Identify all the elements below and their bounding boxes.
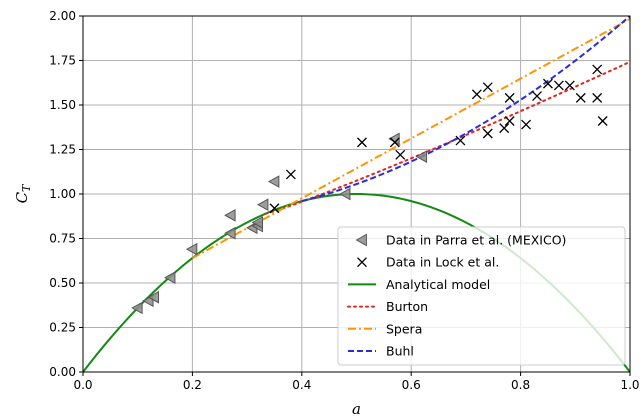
y-axis-label: CT bbox=[13, 183, 33, 203]
parra-point bbox=[224, 209, 236, 222]
y-axis-label-sub: T bbox=[20, 183, 33, 192]
legend-handle-lock bbox=[357, 257, 367, 268]
legend-label: Data in Parra et al. (MEXICO) bbox=[386, 233, 566, 248]
legend-label: Buhl bbox=[386, 344, 414, 359]
parra-point bbox=[131, 301, 143, 315]
legend-label: Data in Lock et al. bbox=[386, 255, 499, 270]
lock-point bbox=[499, 123, 510, 134]
y-tick-label: 0.25 bbox=[49, 321, 76, 335]
lock-point bbox=[471, 89, 482, 100]
lock-point bbox=[521, 119, 532, 130]
parra-point bbox=[339, 187, 351, 201]
lock-point bbox=[553, 80, 564, 91]
lock-point bbox=[504, 92, 515, 103]
x-tick-label: 0.6 bbox=[402, 378, 421, 392]
legend-handle-parra bbox=[355, 233, 367, 247]
parra-point bbox=[185, 242, 198, 256]
y-tick-label: 0.50 bbox=[49, 276, 76, 290]
legend-box bbox=[337, 226, 626, 366]
lock-point bbox=[269, 203, 280, 214]
x-tick-label: 0.4 bbox=[292, 378, 311, 392]
x-tick-label: 0.8 bbox=[511, 378, 530, 392]
x-tick-label: 0.0 bbox=[73, 378, 92, 392]
parra-point bbox=[251, 216, 263, 229]
lock-point bbox=[455, 135, 466, 146]
y-axis-label-main: C bbox=[13, 191, 31, 203]
lock-point bbox=[504, 116, 515, 126]
x-tick-label: 0.2 bbox=[183, 378, 202, 392]
y-tick-label: 1.50 bbox=[49, 98, 76, 112]
markers bbox=[131, 64, 608, 315]
y-tick-label: 1.00 bbox=[49, 187, 76, 201]
lock-point bbox=[482, 128, 493, 139]
legend: Data in Parra et al. (MEXICO) Data in Loc… bbox=[337, 226, 626, 366]
parra-point bbox=[267, 175, 280, 188]
parra-point bbox=[147, 290, 160, 304]
lock-point bbox=[532, 91, 542, 102]
y-tick-label: 0.75 bbox=[49, 232, 76, 246]
x-axis-label: a bbox=[352, 400, 361, 418]
lock-point bbox=[592, 64, 603, 75]
lock-point bbox=[575, 92, 586, 103]
lock-point bbox=[389, 137, 400, 148]
parra-point bbox=[224, 226, 236, 240]
y-tick-label: 0.00 bbox=[49, 365, 76, 379]
legend-label: Burton bbox=[386, 299, 428, 314]
lock-point bbox=[542, 78, 553, 89]
curve-burton bbox=[264, 60, 630, 215]
lock-point bbox=[597, 116, 608, 126]
lock-point bbox=[395, 149, 406, 160]
y-tick-label: 2.00 bbox=[49, 9, 76, 23]
parra-point bbox=[163, 271, 176, 285]
y-tick-label: 1.75 bbox=[49, 54, 76, 68]
ticks: 0.0 0.2 0.4 0.6 0.8 1.0 0.00 0.25 0.50 0.75 1.00 1.… bbox=[49, 9, 639, 392]
legend-label: Analytical model bbox=[386, 277, 490, 292]
legend-label: Spera bbox=[386, 321, 422, 336]
lock-point bbox=[357, 137, 367, 148]
lock-point bbox=[564, 80, 575, 91]
x-tick-label: 1.0 bbox=[620, 378, 639, 392]
parra-point bbox=[415, 150, 428, 163]
curve-buhl bbox=[301, 16, 630, 203]
y-tick-label: 1.25 bbox=[49, 143, 76, 157]
parra-point bbox=[256, 198, 269, 212]
lock-point bbox=[592, 92, 603, 103]
lock-point bbox=[285, 169, 296, 180]
curve-spera bbox=[191, 17, 630, 259]
lock-point bbox=[482, 82, 493, 93]
